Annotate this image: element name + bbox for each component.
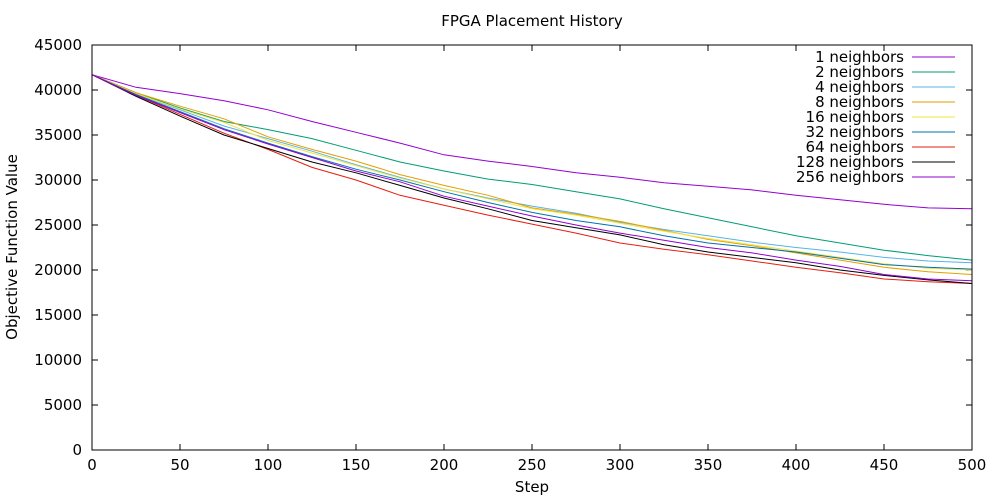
legend-label: 128 neighbors (796, 153, 904, 171)
y-axis-ticks: 0 5000 10000 15000 20000 25000 30000 35000 40000… (34, 36, 972, 459)
series-line-32-neighbors (91, 74, 973, 270)
x-tick-label: 200 (430, 456, 459, 474)
x-tick-label: 450 (870, 456, 899, 474)
series-line-8-neighbors (91, 74, 973, 275)
series-line-64-neighbors (91, 74, 973, 284)
series-line-256-neighbors (91, 74, 973, 282)
y-tick-label: 0 (72, 441, 82, 459)
y-tick-label: 35000 (34, 126, 82, 144)
series-line-16-neighbors (91, 74, 973, 271)
legend-label: 16 neighbors (806, 108, 905, 126)
y-tick-label: 45000 (34, 36, 82, 54)
x-axis-ticks: 0 50 100 150 200 250 300 350 400 450 500 (87, 45, 986, 474)
y-tick-label: 25000 (34, 216, 82, 234)
y-tick-label: 5000 (44, 396, 82, 414)
legend-label: 256 neighbors (796, 168, 904, 186)
y-tick-label: 15000 (34, 306, 82, 324)
series-line-128-neighbors (91, 74, 973, 284)
y-axis-label: Objective Function Value (3, 154, 21, 340)
x-tick-label: 350 (694, 456, 723, 474)
legend-label: 8 neighbors (815, 93, 904, 111)
series-lines (91, 74, 973, 284)
y-tick-label: 30000 (34, 171, 82, 189)
x-tick-label: 300 (606, 456, 635, 474)
legend-label: 64 neighbors (806, 138, 905, 156)
x-tick-label: 50 (170, 456, 189, 474)
x-axis-label: Step (515, 478, 549, 496)
y-tick-label: 20000 (34, 261, 82, 279)
legend-label: 32 neighbors (806, 123, 905, 141)
legend-label: 2 neighbors (815, 63, 904, 81)
y-tick-label: 40000 (34, 81, 82, 99)
x-tick-label: 250 (518, 456, 547, 474)
legend-label: 1 neighbors (815, 48, 904, 66)
series-line-1-neighbors (91, 74, 973, 210)
x-tick-label: 100 (254, 456, 283, 474)
plot-frame (91, 44, 973, 451)
series-line-2-neighbors (91, 74, 973, 261)
chart-title: FPGA Placement History (441, 12, 623, 30)
y-tick-label: 10000 (34, 351, 82, 369)
x-tick-label: 500 (958, 456, 987, 474)
x-tick-label: 400 (782, 456, 811, 474)
x-tick-label: 0 (87, 456, 97, 474)
x-tick-label: 150 (342, 456, 371, 474)
legend-label: 4 neighbors (815, 78, 904, 96)
series-line-4-neighbors (91, 74, 973, 264)
